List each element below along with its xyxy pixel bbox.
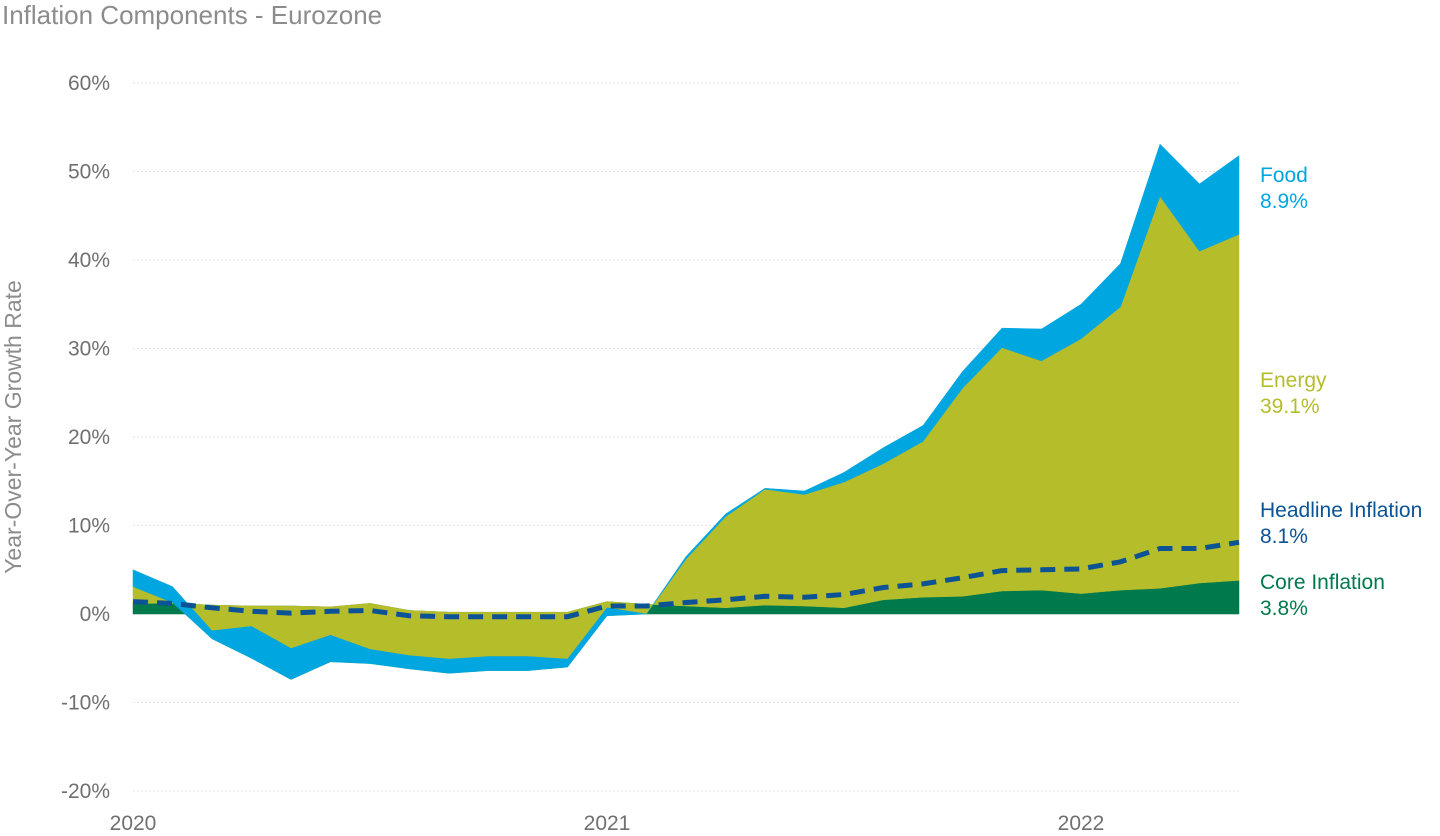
y-tick-label: 10%	[68, 515, 110, 538]
headline-inflation-label: Headline Inflation	[1260, 499, 1422, 522]
y-tick-labels: 60% 50% 40% 30% 20% 10% 0% -10% -20%	[61, 72, 110, 803]
core-inflation-label: Core Inflation	[1260, 571, 1385, 594]
series-labels: Core Inflation 3.8% Energy 39.1% Food 8.9% Hea…	[1260, 164, 1422, 620]
y-tick-label: -20%	[61, 780, 110, 803]
y-tick-label: 30%	[68, 338, 110, 361]
x-tick-labels: 2020 2021 2022	[110, 812, 1105, 835]
y-tick-label: 0%	[80, 603, 110, 626]
core-inflation-value-label: 3.8%	[1260, 597, 1308, 620]
y-tick-label: -10%	[61, 692, 110, 715]
food-area	[132, 143, 1240, 680]
food-value-label: 8.9%	[1260, 190, 1308, 213]
energy-label: Energy	[1260, 369, 1327, 392]
y-tick-label: 20%	[68, 426, 110, 449]
y-tick-label: 40%	[68, 249, 110, 272]
chart-title: Inflation Components - Eurozone	[2, 0, 383, 30]
x-tick-label: 2020	[110, 812, 157, 835]
x-tick-label: 2021	[584, 812, 631, 835]
food-label: Food	[1260, 164, 1308, 187]
stacked-areas	[132, 143, 1240, 680]
y-tick-label: 50%	[68, 161, 110, 184]
y-axis-label: Year-Over-Year Growth Rate	[0, 280, 26, 574]
headline-inflation-line	[132, 539, 1240, 620]
energy-value-label: 39.1%	[1260, 395, 1320, 418]
headline-line	[132, 539, 1240, 620]
x-tick-label: 2022	[1058, 812, 1105, 835]
y-tick-label: 60%	[68, 72, 110, 95]
headline-inflation-value-label: 8.1%	[1260, 525, 1308, 548]
